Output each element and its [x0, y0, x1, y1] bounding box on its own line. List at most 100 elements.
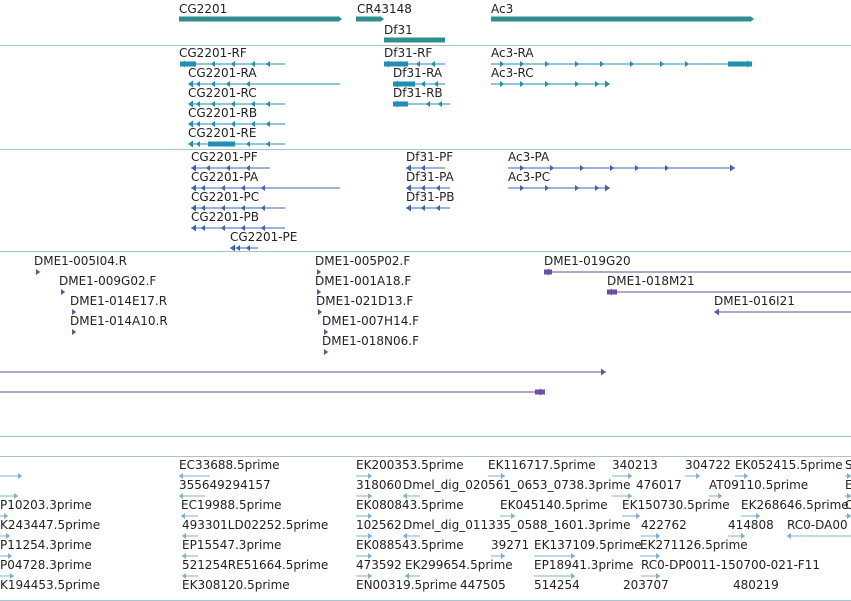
clone-label[interactable]: DME1-018M21: [607, 274, 695, 288]
protein-model-end[interactable]: [406, 164, 411, 172]
transcript-exon[interactable]: [180, 61, 196, 67]
est-label[interactable]: 340213: [612, 458, 658, 472]
gene-label[interactable]: CR43148: [357, 2, 412, 16]
est-label[interactable]: 476017: [636, 478, 682, 492]
transcript-exon[interactable]: [393, 101, 408, 107]
est-label[interactable]: P11254.3prime: [0, 538, 92, 552]
est-label[interactable]: 493301LD02252.5prime: [182, 518, 329, 532]
protein-model-exon[interactable]: [550, 165, 555, 171]
est-label[interactable]: 304722: [685, 458, 731, 472]
transcript-label[interactable]: CG2201-RB: [188, 106, 258, 120]
est-end[interactable]: [628, 473, 633, 479]
protein-label[interactable]: CG2201-PC: [191, 190, 260, 204]
protein-model-exon[interactable]: [665, 165, 670, 171]
transcript-model-exon[interactable]: [420, 81, 425, 87]
protein-model-exon[interactable]: [235, 245, 240, 251]
protein-model-exon[interactable]: [245, 165, 250, 171]
est-end[interactable]: [6, 533, 11, 539]
est-end[interactable]: [368, 533, 373, 539]
transcript-label[interactable]: Df31-RA: [393, 66, 443, 80]
transcript-label[interactable]: Ac3-RA: [491, 46, 534, 60]
protein-model-exon[interactable]: [200, 185, 205, 191]
protein-model-end[interactable]: [406, 204, 411, 212]
transcript-model-exon[interactable]: [437, 101, 442, 107]
clone-label[interactable]: DME1-016I21: [714, 294, 795, 308]
transcript-model-exon[interactable]: [195, 141, 200, 147]
est-end[interactable]: [501, 473, 506, 479]
transcript-model-exon[interactable]: [430, 61, 435, 67]
protein-model-exon[interactable]: [220, 225, 225, 231]
est-end[interactable]: [696, 473, 701, 479]
est-label[interactable]: 203707: [623, 578, 669, 592]
gene-model[interactable]: [491, 16, 750, 22]
clone-marker[interactable]: [61, 289, 66, 295]
est-end[interactable]: [178, 473, 183, 479]
est-end[interactable]: [8, 553, 13, 559]
transcript-model-exon[interactable]: [500, 81, 505, 87]
protein-model-exon[interactable]: [200, 225, 205, 231]
protein-model-end[interactable]: [191, 164, 196, 172]
transcript-model-end[interactable]: [188, 140, 193, 148]
est-label[interactable]: EC19988.5prime: [181, 498, 282, 512]
protein-label[interactable]: Df31-PF: [406, 150, 454, 164]
transcript-model-exon[interactable]: [230, 121, 235, 127]
protein-model-exon[interactable]: [435, 205, 440, 211]
est-label[interactable]: 473592: [356, 558, 402, 572]
transcript-model-exon[interactable]: [685, 61, 690, 67]
est-end[interactable]: [368, 513, 373, 519]
protein-label[interactable]: Df31-PA: [406, 170, 454, 184]
transcript-label[interactable]: Df31-RF: [384, 46, 433, 60]
transcript-model-exon[interactable]: [210, 61, 215, 67]
clone-marker[interactable]: [72, 309, 77, 315]
transcript-model-exon[interactable]: [425, 101, 430, 107]
est-end[interactable]: [4, 513, 9, 519]
est-label[interactable]: K243447.5prime: [0, 518, 101, 532]
transcript-label[interactable]: Ac3-RC: [491, 66, 534, 80]
protein-model-exon[interactable]: [420, 205, 425, 211]
transcript-model-exon[interactable]: [520, 61, 525, 67]
est-label[interactable]: 355649294157: [179, 478, 271, 492]
transcript-model-exon[interactable]: [195, 101, 200, 107]
protein-model-end[interactable]: [230, 244, 235, 252]
transcript-label[interactable]: CG2201-RC: [188, 86, 257, 100]
est-label[interactable]: 318060: [356, 478, 402, 492]
est-end[interactable]: [628, 493, 633, 499]
protein-model-exon[interactable]: [520, 165, 525, 171]
est-end[interactable]: [571, 553, 576, 559]
transcript-model-exon[interactable]: [630, 61, 635, 67]
protein-model-exon[interactable]: [435, 185, 440, 191]
transcript-exon[interactable]: [384, 61, 408, 67]
est-end[interactable]: [181, 573, 186, 579]
est-end[interactable]: [744, 473, 749, 479]
est-label[interactable]: EN00319.5prime: [356, 578, 458, 592]
est-end[interactable]: [571, 573, 576, 579]
protein-label[interactable]: Df31-PB: [406, 190, 455, 204]
est-label[interactable]: EP18941.3prime: [534, 558, 634, 572]
transcript-model-exon[interactable]: [230, 61, 235, 67]
protein-model-exon[interactable]: [260, 205, 265, 211]
transcript-model-exon[interactable]: [245, 81, 250, 87]
clone-marker[interactable]: [318, 309, 323, 315]
transcript-model-exon[interactable]: [575, 81, 580, 87]
est-end[interactable]: [741, 533, 746, 539]
est-label[interactable]: 480219: [733, 578, 779, 592]
est-end[interactable]: [368, 473, 373, 479]
clone-marker[interactable]: [317, 269, 322, 275]
protein-model-end[interactable]: [191, 204, 196, 212]
transcript-label[interactable]: CG2201-RF: [179, 46, 247, 60]
transcript-model-exon[interactable]: [520, 81, 525, 87]
est-label[interactable]: AT09110.5prime: [709, 478, 809, 492]
est-end[interactable]: [368, 493, 373, 499]
gene-model-end[interactable]: [750, 16, 755, 22]
protein-model-exon[interactable]: [200, 205, 205, 211]
est-label[interactable]: EK150730.5prime: [622, 498, 730, 512]
protein-model-exon[interactable]: [240, 225, 245, 231]
est-label[interactable]: RC0-DP0011-150700-021-F11: [641, 558, 820, 572]
clone-label[interactable]: DME1-014A10.R: [70, 314, 168, 328]
est-label[interactable]: EK271126.5prime: [640, 538, 748, 552]
est-end[interactable]: [636, 513, 641, 519]
protein-model-end[interactable]: [730, 164, 735, 172]
clone-marker[interactable]: [324, 329, 329, 335]
protein-model-exon[interactable]: [545, 185, 550, 191]
protein-model-exon[interactable]: [225, 165, 230, 171]
